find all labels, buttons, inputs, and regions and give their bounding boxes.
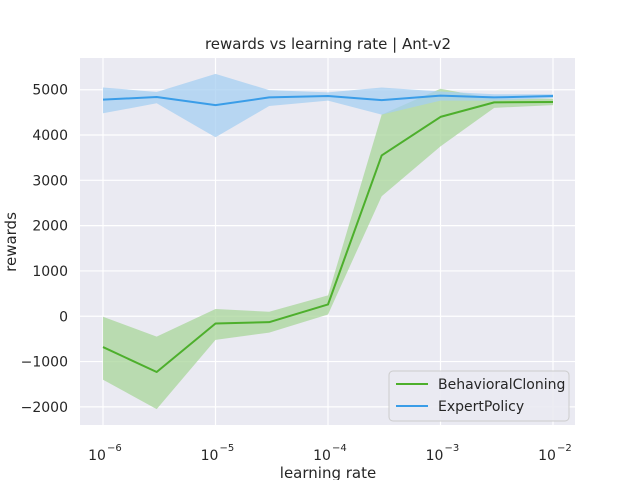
legend-label: ExpertPolicy (438, 399, 524, 415)
y-tick-label: 4000 (32, 128, 68, 144)
series-line-0 (102, 100, 554, 373)
grid (80, 58, 575, 425)
x-tick-exponent: −6 (107, 443, 122, 454)
series-lines (102, 94, 554, 373)
x-tick-exponent: −3 (445, 443, 460, 454)
y-tick-label: 3000 (32, 173, 68, 189)
legend-box (388, 370, 570, 422)
x-axis-label: learning rate (280, 464, 376, 480)
confidence-bands (103, 73, 553, 410)
y-tick-label: 2000 (32, 219, 68, 235)
x-tick-labels: 10 −6 10 −5 10 −4 10 −3 10 −2 (88, 443, 572, 464)
y-tick-label: 0 (59, 309, 68, 325)
x-tick-label: 10 (88, 448, 106, 464)
x-tick-label: 10 (201, 448, 219, 464)
y-tick-label: −2000 (21, 400, 68, 416)
confidence-band-1 (103, 73, 553, 138)
y-tick-label: 5000 (32, 83, 68, 99)
x-tick-exponent: −4 (332, 443, 347, 454)
y-axis-label: rewards (2, 212, 20, 272)
x-tick-label: 10 (538, 448, 556, 464)
legend-label: BehavioralCloning (438, 377, 565, 393)
x-tick-exponent: −5 (220, 443, 235, 454)
chart-title: rewards vs learning rate | Ant-v2 (205, 35, 451, 53)
x-tick-label: 10 (313, 448, 331, 464)
series-line-1 (102, 94, 554, 107)
x-tick-label: 10 (426, 448, 444, 464)
y-tick-label: −1000 (21, 355, 68, 371)
confidence-band-0 (103, 88, 553, 410)
y-tick-labels: −2000 −1000 0 1000 2000 3000 4000 5000 (21, 83, 68, 416)
x-tick-exponent: −2 (557, 443, 572, 454)
legend: BehavioralCloning ExpertPolicy (388, 370, 570, 422)
y-tick-label: 1000 (32, 264, 68, 280)
